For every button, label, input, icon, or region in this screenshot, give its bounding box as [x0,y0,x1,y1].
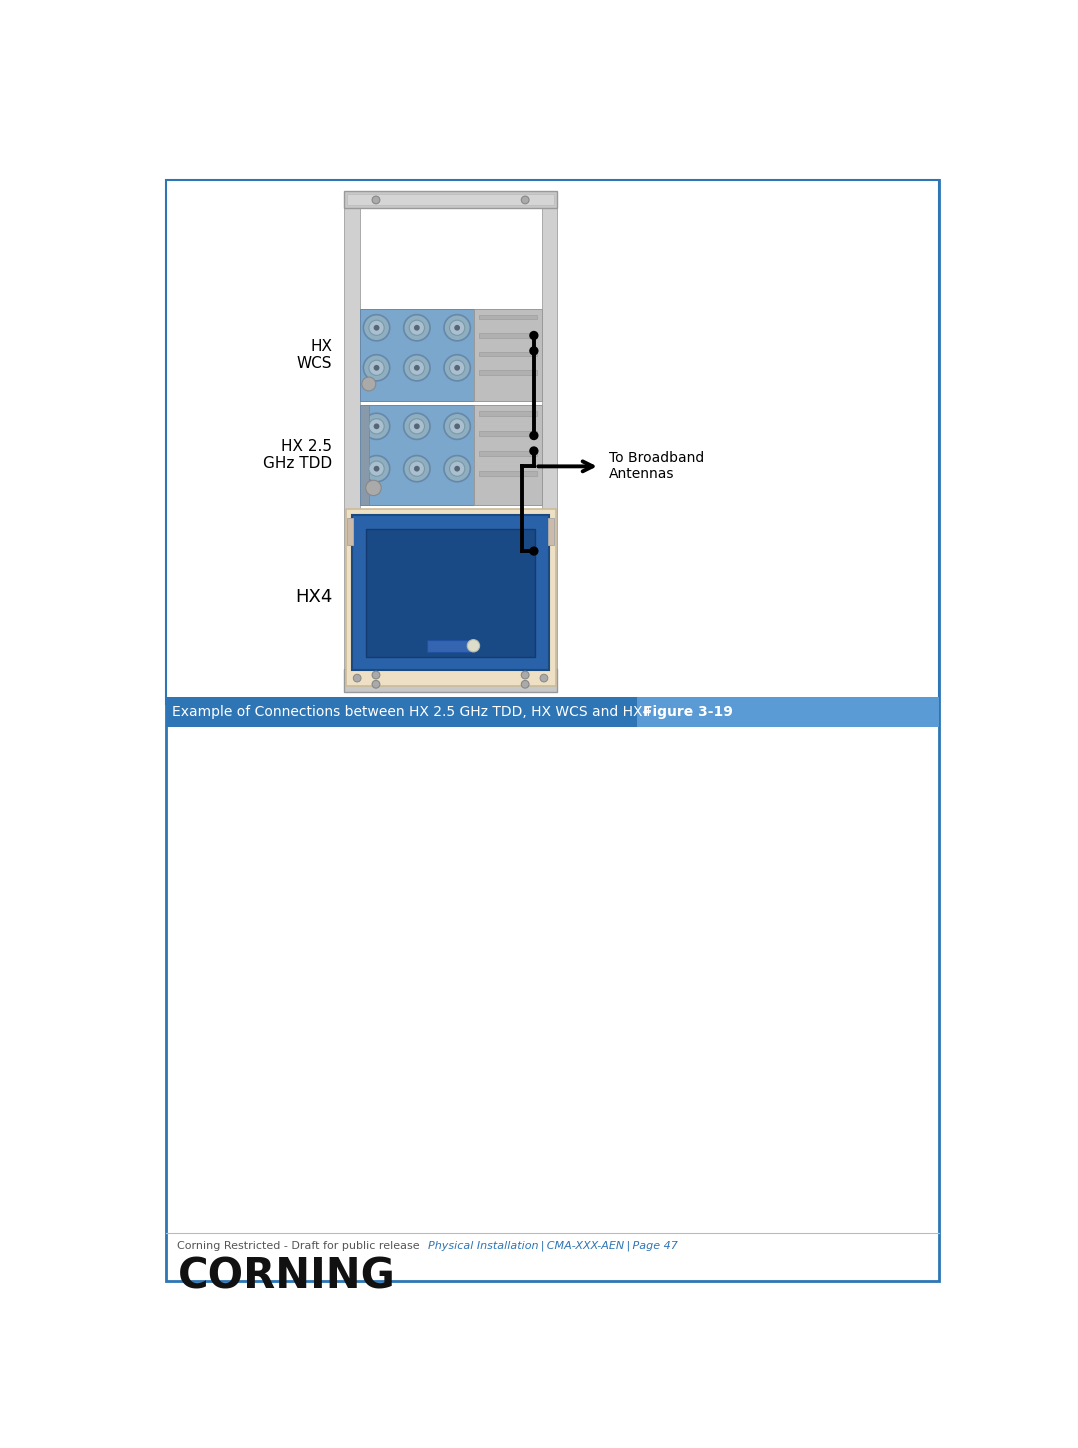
Circle shape [403,413,430,439]
Text: To Broadband
Antennas: To Broadband Antennas [609,452,704,481]
Circle shape [467,640,480,652]
Circle shape [410,361,425,375]
Circle shape [369,320,384,336]
Circle shape [362,376,376,391]
Circle shape [369,460,384,476]
Bar [346,508,555,686]
Circle shape [372,195,379,204]
Circle shape [444,456,470,482]
Circle shape [374,466,379,472]
Bar [365,529,536,656]
Bar [474,308,541,401]
Bar [548,518,554,544]
Bar [479,471,537,475]
Text: Corning Restricted - Draft for public release: Corning Restricted - Draft for public re… [178,1241,420,1251]
Bar [351,515,550,670]
Bar [479,314,537,320]
Circle shape [374,423,379,429]
Circle shape [369,418,384,434]
Circle shape [363,456,390,482]
Circle shape [529,346,539,355]
Circle shape [410,320,425,336]
Circle shape [372,672,379,679]
Bar [479,432,537,436]
Text: HX4: HX4 [295,588,332,607]
Circle shape [363,314,390,340]
Text: CORNING: CORNING [178,1255,396,1297]
Circle shape [450,418,465,434]
Text: HX 2.5
GHz TDD: HX 2.5 GHz TDD [263,439,332,471]
Circle shape [444,413,470,439]
Bar [359,405,474,505]
Circle shape [363,413,390,439]
Circle shape [363,355,390,381]
Circle shape [414,466,419,472]
Circle shape [403,314,430,340]
Bar [166,698,637,727]
Bar [479,450,537,456]
Circle shape [410,418,425,434]
Bar [166,180,939,704]
Text: Example of Connections between HX 2.5 GHz TDD, HX WCS and HX4: Example of Connections between HX 2.5 GH… [172,705,651,720]
Bar [479,333,537,337]
Circle shape [444,314,470,340]
Bar [427,640,470,652]
Circle shape [365,481,382,495]
Circle shape [529,546,539,556]
Bar [344,206,359,692]
Circle shape [374,324,379,330]
Circle shape [529,330,539,340]
Circle shape [414,365,419,371]
Circle shape [454,466,460,472]
Text: HX
WCS: HX WCS [296,339,332,371]
Circle shape [444,355,470,381]
Circle shape [354,675,361,682]
Bar [474,405,541,505]
Bar [479,371,537,375]
Circle shape [403,355,430,381]
Circle shape [414,324,419,330]
Circle shape [374,365,379,371]
Circle shape [454,423,460,429]
Bar [347,518,354,544]
Bar [479,352,537,356]
Text: Physical Installation | CMA-XXX-AEN | Page 47: Physical Installation | CMA-XXX-AEN | Pa… [428,1241,677,1251]
Circle shape [450,320,465,336]
Circle shape [529,446,539,456]
Circle shape [522,672,529,679]
Circle shape [369,361,384,375]
Bar [637,698,939,727]
Bar [541,206,557,692]
Bar [344,669,557,692]
Circle shape [454,365,460,371]
Circle shape [522,681,529,688]
Circle shape [529,432,539,440]
Bar [359,308,474,401]
Text: Figure 3-19: Figure 3-19 [644,705,733,720]
Circle shape [410,460,425,476]
Bar [359,405,369,505]
Circle shape [372,681,379,688]
Circle shape [522,195,529,204]
Circle shape [450,361,465,375]
Bar [347,194,554,204]
Circle shape [540,675,548,682]
Circle shape [403,456,430,482]
Bar [479,411,537,416]
Bar [344,191,557,209]
Circle shape [454,324,460,330]
Circle shape [450,460,465,476]
Circle shape [414,423,419,429]
